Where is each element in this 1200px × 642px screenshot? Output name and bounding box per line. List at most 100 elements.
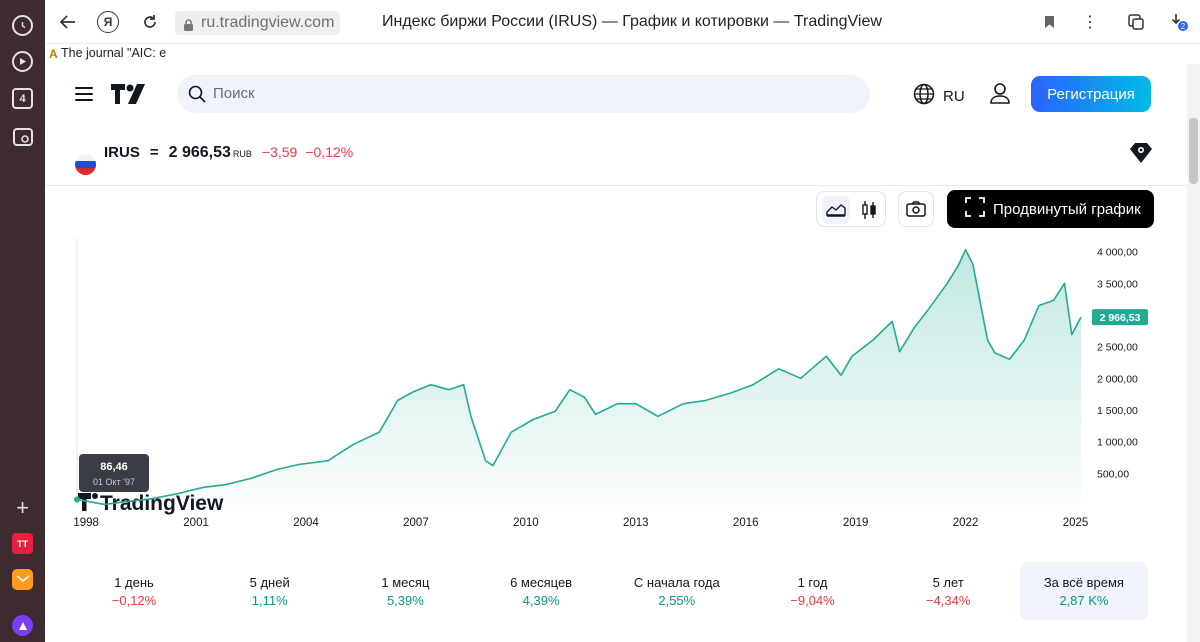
y-tick-label: 2 500,00	[1097, 342, 1138, 354]
tradingview-logo[interactable]	[111, 84, 147, 109]
period-label: За всё время	[1043, 575, 1124, 590]
candlestick-icon[interactable]	[855, 196, 883, 224]
diamond-icon[interactable]	[1129, 142, 1153, 169]
downloads-icon[interactable]: 2	[1169, 11, 1191, 33]
tooltip-box	[79, 454, 149, 492]
tooltip-date: 01 Окт '97	[93, 477, 135, 487]
address-bar[interactable]: ru.tradingview.com	[175, 11, 341, 35]
period-button[interactable]: 6 месяцев 4,39%	[477, 562, 605, 620]
period-value: 4,39%	[522, 593, 560, 608]
ticker-equals: =	[149, 144, 159, 161]
period-button[interactable]: 5 лет −4,34%	[884, 562, 1012, 620]
x-tick-label: 2001	[183, 517, 209, 529]
advanced-chart-button[interactable]: Продвинутый график	[947, 190, 1154, 228]
last-value-label: 2 966,53	[1100, 312, 1141, 324]
search-placeholder: Поиск	[213, 85, 255, 102]
fullscreen-icon	[965, 197, 985, 221]
y-tick-label: 1 000,00	[1097, 437, 1138, 449]
period-value: −4,34%	[925, 593, 971, 608]
area-chart-icon[interactable]	[822, 196, 850, 224]
history-icon[interactable]	[12, 15, 33, 36]
alice-icon[interactable]	[12, 615, 33, 636]
yandex-icon[interactable]: Я	[97, 11, 119, 33]
bookmark-icon[interactable]	[1038, 11, 1060, 33]
performance-periods: 1 день −0,12% 5 дней 1,11% 1 месяц 5,39% 6 мес…	[90, 562, 1170, 620]
register-button[interactable]: Регистрация	[1031, 76, 1151, 112]
tooltip-value: 86,46	[100, 461, 128, 473]
browser-sidebar: 4 + TT	[0, 0, 45, 642]
last-value-badge	[1092, 309, 1148, 326]
x-tick-label: 2022	[953, 517, 979, 529]
advanced-chart-label: Продвинутый график	[993, 200, 1141, 218]
period-value: 5,39%	[386, 593, 424, 608]
period-value: 2,55%	[658, 593, 696, 608]
collections-icon[interactable]	[1125, 11, 1147, 33]
tradingview-page: Поиск RU Регистрация IRUS = 2 966,53 RUB…	[45, 64, 1187, 642]
y-tick-label: 500,00	[1097, 468, 1129, 480]
x-tick-label: 2019	[843, 517, 869, 529]
y-tick-label: 2 000,00	[1097, 373, 1138, 385]
language-label: RU	[943, 87, 965, 105]
ticker-currency: RUB	[232, 149, 252, 159]
period-label: 1 месяц	[381, 575, 430, 590]
period-button[interactable]: 1 день −0,12%	[70, 562, 198, 620]
y-tick-label: 4 000,00	[1097, 247, 1138, 259]
period-button[interactable]: С начала года 2,55%	[613, 562, 741, 620]
language-selector[interactable]: RU	[913, 83, 965, 109]
period-value: 2,87 K%	[1059, 593, 1109, 608]
menu-icon[interactable]	[75, 87, 93, 101]
chart-area-fill	[77, 249, 1081, 505]
page-title: Индекс биржи России (IRUS) — График и ко…	[382, 13, 882, 30]
globe-icon	[913, 83, 935, 109]
ticker-price: 2 966,53	[168, 144, 231, 161]
period-button[interactable]: 1 год −9,04%	[749, 562, 877, 620]
period-value: −9,04%	[790, 593, 835, 608]
screenshot-icon[interactable]	[12, 126, 33, 147]
tab-count-badge[interactable]: 4	[12, 88, 33, 109]
camera-icon[interactable]	[898, 191, 934, 227]
bookmark-item[interactable]: The journal "AIC: e	[61, 46, 167, 60]
scrollbar-thumb[interactable]	[1189, 118, 1198, 184]
more-icon[interactable]: ⋮	[1082, 14, 1098, 31]
downloads-badge: 2	[1181, 22, 1186, 31]
divider	[45, 185, 1187, 186]
period-button[interactable]: 5 дней 1,11%	[206, 562, 334, 620]
ticker-change-pct: −0,12%	[305, 144, 354, 160]
user-icon[interactable]	[989, 82, 1011, 109]
back-icon[interactable]	[57, 11, 79, 33]
period-label: С начала года	[633, 575, 720, 590]
ticker-symbol: IRUS	[104, 144, 140, 161]
reload-icon[interactable]	[139, 11, 161, 33]
ticker-header: IRUS = 2 966,53 RUB −3,59 −0,12%	[75, 144, 361, 175]
x-tick-label: 2013	[623, 517, 649, 529]
period-value: −0,12%	[111, 593, 157, 608]
mail-icon[interactable]	[12, 569, 33, 590]
page-scrollbar[interactable]	[1187, 64, 1200, 642]
russia-flag-icon	[75, 154, 96, 175]
play-icon[interactable]	[12, 51, 33, 72]
x-tick-label: 2004	[293, 517, 319, 529]
x-tick-label: 2025	[1063, 517, 1089, 529]
app-tt-icon[interactable]: TT	[12, 533, 33, 554]
period-label: 5 дней	[249, 575, 290, 590]
chart-start-point	[74, 496, 80, 503]
search-input[interactable]: Поиск	[177, 75, 870, 113]
period-label: 1 день	[114, 575, 154, 590]
period-value: 1,11%	[251, 593, 288, 608]
ticker-change-abs: −3,59	[261, 144, 298, 160]
browser-toolbar: Я ru.tradingview.com Индекс биржи России…	[45, 0, 1200, 44]
chart-tooltip: 86,46 01 Окт '97	[79, 454, 149, 492]
period-button[interactable]: За всё время 2,87 K%	[1019, 562, 1148, 620]
y-tick-label: 1 500,00	[1097, 405, 1138, 417]
x-tick-label: 2016	[733, 517, 759, 529]
url-text: ru.tradingview.com	[201, 14, 335, 31]
period-button[interactable]: 1 месяц 5,39%	[341, 562, 469, 620]
period-label: 5 лет	[932, 575, 964, 590]
period-label: 6 месяцев	[510, 575, 573, 590]
bookmark-favicon-icon: A	[49, 47, 58, 61]
chart-type-toggle	[816, 191, 886, 227]
add-icon[interactable]: +	[16, 494, 29, 520]
lock-icon	[183, 16, 194, 40]
search-icon	[188, 85, 206, 108]
